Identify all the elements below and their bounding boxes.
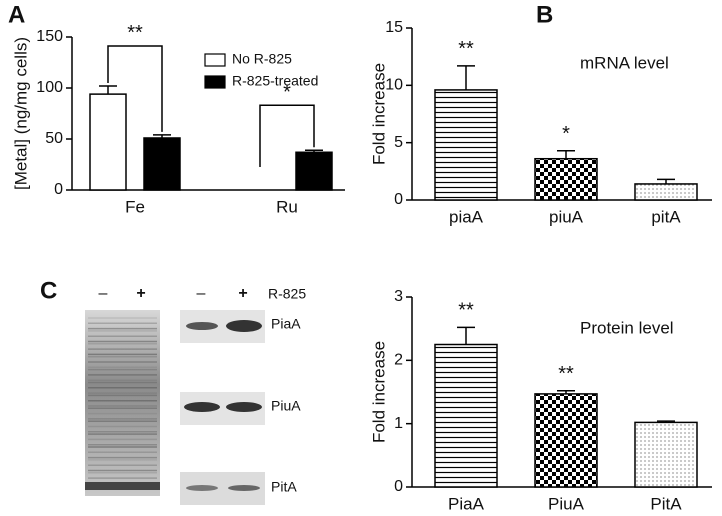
lane-label: – <box>197 285 206 302</box>
gel: – + – + R-825 PiaA PiuA PitA <box>85 285 306 505</box>
legend-label: No R-825 <box>232 51 292 67</box>
y-tick-label: 10 <box>385 77 403 94</box>
significance-label: ** <box>558 363 574 385</box>
y-tick-label: 50 <box>45 130 63 147</box>
panel-label: A <box>8 1 25 28</box>
x-tick-label: pitA <box>651 207 681 226</box>
band-label: PiuA <box>271 398 301 414</box>
lane-label: + <box>136 285 145 302</box>
bar <box>143 137 181 191</box>
x-tick-label: PitA <box>650 494 682 513</box>
y-axis-label: [Metal] (ng/mg cells) <box>11 37 30 190</box>
band-label: PiaA <box>271 316 301 332</box>
y-tick-label: 5 <box>394 134 403 151</box>
band <box>226 320 262 332</box>
y-axis-label: Fold increase <box>369 63 388 165</box>
y-tick-label: 15 <box>385 19 403 36</box>
x-tick-label: piuA <box>549 207 584 226</box>
annotation: mRNA level <box>580 53 669 72</box>
y-tick-label: 150 <box>36 28 63 45</box>
legend-label: R-825-treated <box>232 73 318 89</box>
significance-label: ** <box>458 38 474 60</box>
y-tick-label: 0 <box>394 191 403 208</box>
annotation: Protein level <box>580 318 674 337</box>
bar <box>295 151 333 191</box>
significance-label: ** <box>127 22 143 44</box>
band <box>186 322 218 330</box>
y-tick-label: 0 <box>394 478 403 495</box>
gel-image <box>85 310 160 496</box>
significance-bracket <box>107 45 163 132</box>
lane-label: + <box>238 285 247 302</box>
significance-label: ** <box>458 300 474 322</box>
bar <box>434 89 498 201</box>
significance-bracket <box>259 104 315 167</box>
treatment-label: R-825 <box>268 286 306 302</box>
bar <box>534 393 598 488</box>
y-axis-label: Fold increase <box>369 341 388 443</box>
band <box>186 485 218 491</box>
y-tick-label: 2 <box>394 352 403 369</box>
bar <box>634 421 698 488</box>
lane-label: – <box>99 285 108 302</box>
significance-label: * <box>283 82 291 104</box>
band <box>228 485 260 491</box>
y-tick-label: 1 <box>394 415 403 432</box>
gel-band <box>85 482 160 490</box>
band <box>184 402 220 412</box>
y-tick-label: 3 <box>394 288 403 305</box>
legend-swatch <box>204 53 226 67</box>
panel-label: C <box>40 277 57 304</box>
bar <box>634 183 698 201</box>
y-tick-label: 0 <box>54 181 63 198</box>
panel-label: B <box>536 1 553 28</box>
bar <box>434 343 498 488</box>
x-tick-label: PiaA <box>448 494 485 513</box>
x-tick-label: Fe <box>125 197 145 216</box>
x-tick-label: PiuA <box>548 494 585 513</box>
x-tick-label: Ru <box>276 197 298 216</box>
y-tick-label: 100 <box>36 79 63 96</box>
bar <box>534 157 598 201</box>
legend-swatch <box>204 75 226 89</box>
x-tick-label: piaA <box>449 207 484 226</box>
band <box>226 402 262 412</box>
significance-label: * <box>562 123 570 145</box>
bar <box>89 93 127 191</box>
band-label: PitA <box>271 479 297 495</box>
